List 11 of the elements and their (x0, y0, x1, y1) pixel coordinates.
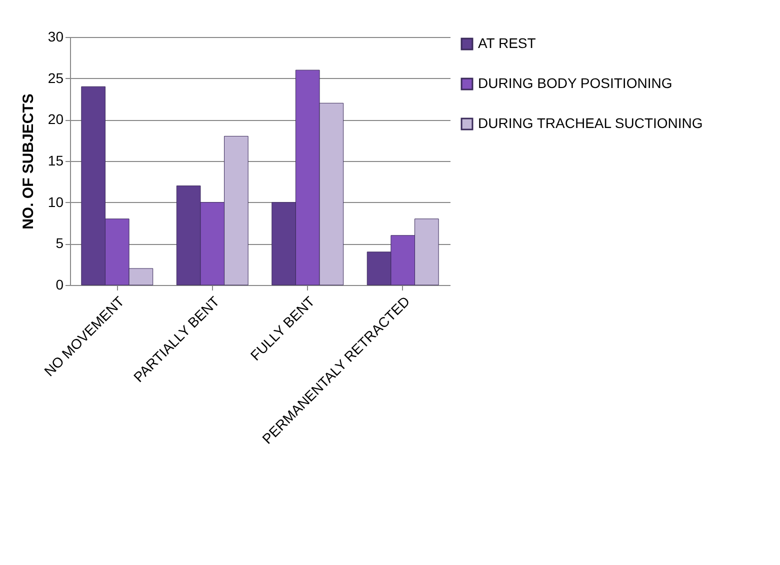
legend-label: AT REST (478, 35, 536, 51)
y-tick-label: 10 (48, 194, 64, 210)
y-tick-label: 0 (56, 276, 64, 292)
y-axis-title: NO. OF SUBJECTS (20, 94, 37, 230)
y-tick-label: 15 (48, 152, 64, 168)
y-tick-label: 30 (48, 28, 64, 44)
legend-label: DURING BODY POSITIONING (478, 75, 672, 91)
y-tick-label: 5 (56, 235, 64, 252)
y-tick-label: 20 (48, 111, 64, 128)
legend-label: DURING TRACHEAL SUCTIONING (478, 115, 703, 131)
y-tick-label: 25 (48, 70, 64, 86)
